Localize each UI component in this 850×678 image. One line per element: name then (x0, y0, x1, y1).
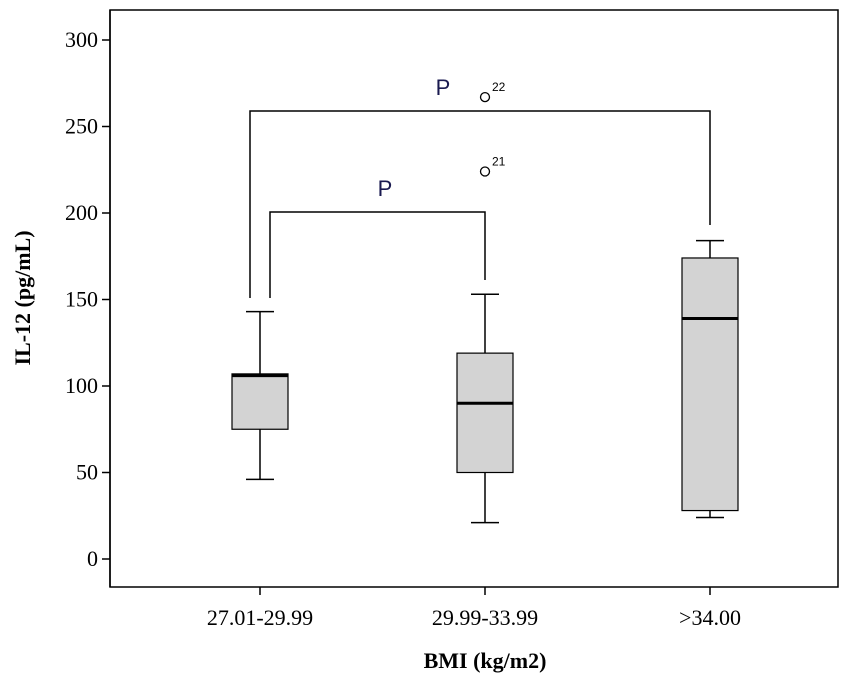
y-axis-title: IL-12 (pg/mL) (10, 230, 35, 365)
y-tick-label: 150 (65, 287, 98, 312)
y-tick-label: 250 (65, 114, 98, 139)
y-tick-label: 200 (65, 200, 98, 225)
iqr-box (231, 373, 289, 430)
y-tick-label: 0 (87, 546, 98, 571)
bracket-line (249, 110, 711, 298)
significance-bracket: P (269, 176, 486, 298)
box-2 (681, 239, 739, 519)
x-tick-label: 27.01-29.99 (207, 605, 313, 630)
box-1 (456, 293, 514, 524)
significance-bracket: P (249, 75, 711, 298)
outlier-point (479, 91, 491, 103)
box-series (231, 239, 739, 524)
iqr-box (681, 257, 739, 512)
y-tick-label: 100 (65, 373, 98, 398)
y-tick-label: 300 (65, 27, 98, 52)
significance-brackets: PP (249, 75, 711, 298)
p-value-label: P (436, 75, 451, 100)
bracket-line (269, 211, 486, 298)
outlier-label: 21 (492, 154, 506, 168)
y-tick-label: 50 (76, 460, 98, 485)
outlier-points: 22 21 (479, 80, 506, 177)
iqr-box (456, 352, 514, 474)
outlier-label: 22 (492, 80, 506, 94)
x-tick-label: 29.99-33.99 (432, 605, 538, 630)
x-tick-label: >34.00 (679, 605, 741, 630)
x-axis-title: BMI (kg/m2) (424, 648, 547, 673)
y-axis-ticks: 0 50 100 150 200 250 300 (65, 27, 110, 571)
box-0 (231, 310, 289, 481)
p-value-label: P (378, 176, 393, 201)
outlier-point (479, 166, 491, 177)
x-axis-ticks: 27.01-29.99 29.99-33.99 >34.00 (207, 587, 741, 630)
